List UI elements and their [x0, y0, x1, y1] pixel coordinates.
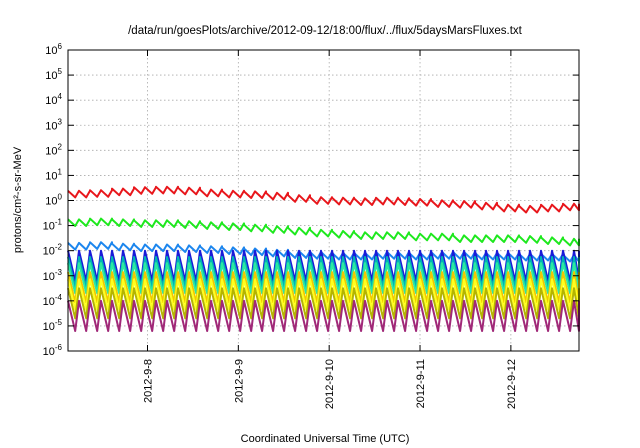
series-layer [67, 185, 580, 332]
y-tick-label: 10-5 [43, 318, 63, 333]
y-axis-label: protons/cm²-s-sr-MeV [12, 146, 24, 253]
chart-title: /data/run/goesPlots/archive/2012-09-12/1… [128, 25, 523, 37]
series-line-9 [67, 287, 580, 320]
y-tick-label: 104 [45, 92, 62, 107]
y-tick-label: 100 [45, 193, 62, 208]
series-line-2 [67, 217, 580, 247]
series-line-10 [67, 299, 580, 332]
x-tick-label: 2012-9-8 [142, 359, 154, 403]
y-tick-label: 102 [45, 142, 62, 157]
x-tick-label: 2012-9-11 [415, 359, 427, 408]
series-line-1 [67, 185, 580, 214]
x-tick-label: 2012-9-12 [506, 359, 518, 409]
y-tick-label: 101 [45, 167, 62, 182]
x-axis-label: Coordinated Universal Time (UTC) [241, 433, 410, 445]
series-line-3 [67, 241, 580, 263]
y-tick-label: 10-3 [43, 268, 63, 283]
x-tick-label: 2012-9-9 [233, 359, 245, 403]
y-tick-label: 105 [45, 67, 62, 82]
y-tick-label: 103 [45, 117, 62, 132]
y-tick-label: 10-2 [43, 243, 63, 258]
x-tick-label: 2012-9-10 [324, 359, 336, 409]
y-tick-label: 106 [45, 42, 62, 57]
x-axis: 2012-9-8 2012-9-9 2012-9-10 2012-9-11 2012-9… [142, 50, 518, 409]
series-line-6 [67, 262, 580, 295]
y-tick-label: 10-6 [43, 343, 63, 358]
y-tick-label: 10-4 [43, 293, 63, 308]
y-tick-label: 10-1 [43, 218, 63, 233]
series-line-8 [67, 278, 580, 311]
